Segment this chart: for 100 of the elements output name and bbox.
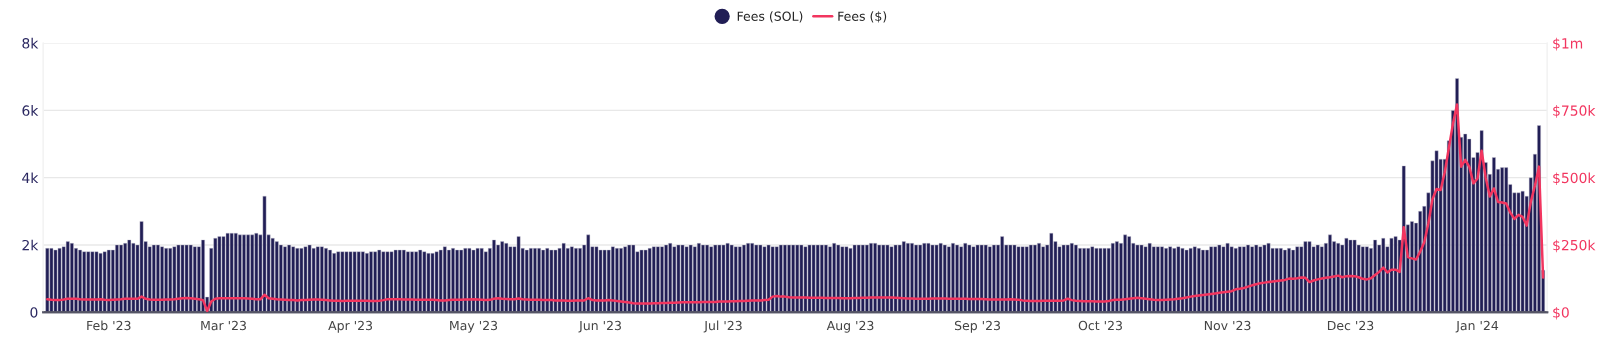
bar [352, 251, 357, 313]
bar [188, 244, 193, 313]
bar [537, 248, 541, 313]
bar [315, 246, 320, 313]
bar [586, 234, 591, 313]
bar [1041, 246, 1045, 313]
bar [483, 251, 488, 313]
bar [459, 249, 464, 313]
bar [123, 243, 128, 313]
bar [500, 241, 505, 313]
bar [750, 243, 755, 313]
bar [701, 244, 705, 313]
bar [1217, 244, 1222, 313]
bar [164, 248, 168, 313]
bar [955, 244, 959, 313]
y-tick-label: 6k [22, 105, 39, 116]
bar [598, 249, 603, 313]
bar [410, 251, 414, 313]
y2-tick-label: $750k [1553, 105, 1596, 118]
bar [336, 251, 341, 313]
bar [1352, 239, 1357, 313]
bar [389, 251, 394, 313]
x-tick-label: Jan '24 [1455, 320, 1499, 333]
bar [1393, 236, 1398, 313]
bar [676, 244, 681, 313]
bar [680, 244, 685, 313]
bar [1303, 241, 1308, 313]
bar [795, 244, 800, 313]
bar [508, 246, 513, 313]
bar [401, 249, 406, 313]
x-tick-label: May '23 [450, 320, 498, 333]
bar [221, 236, 226, 313]
bar [385, 251, 390, 313]
bar [344, 251, 349, 313]
bar [172, 246, 177, 313]
bar [610, 246, 615, 313]
x-tick-label: Dec '23 [1327, 320, 1374, 331]
x-tick-label: Nov '23 [1204, 320, 1251, 331]
x-tick-label: Feb '23 [87, 320, 131, 331]
bar [1164, 248, 1168, 313]
bar [225, 232, 230, 313]
bar [250, 234, 255, 313]
bar [1078, 248, 1082, 313]
bar [479, 248, 484, 313]
bar [246, 234, 250, 313]
bar [254, 232, 259, 313]
y2-tick-label: $1m [1553, 37, 1583, 51]
bar [762, 246, 767, 313]
bar [1205, 249, 1209, 313]
bar [475, 248, 480, 313]
bar [783, 244, 787, 313]
bar [1160, 246, 1164, 313]
bar [664, 244, 668, 313]
x-tick-label: Mar '23 [201, 320, 246, 331]
bar [975, 244, 980, 313]
bar [1336, 243, 1341, 313]
bar [799, 244, 804, 313]
bar [692, 246, 697, 313]
bar [356, 251, 361, 313]
bar [192, 246, 197, 313]
bar [1266, 243, 1271, 313]
bar [365, 253, 369, 313]
bar [1028, 244, 1033, 313]
bar [422, 251, 427, 313]
bar [49, 248, 54, 313]
bar [1139, 244, 1144, 313]
bar [238, 234, 242, 313]
x-tick-label: Jul '23 [703, 320, 742, 333]
bar [1348, 239, 1353, 313]
bar [1278, 248, 1283, 313]
bar [94, 251, 99, 313]
bar [139, 221, 144, 313]
bar [787, 244, 791, 313]
bar [807, 244, 812, 313]
bar [184, 244, 189, 313]
bar [369, 251, 373, 313]
y2-tick-label: $0 [1553, 306, 1569, 320]
bar [1037, 243, 1041, 313]
bar [1000, 236, 1004, 313]
x-tick-label: Sep '23 [954, 320, 1000, 333]
bar [1090, 246, 1095, 313]
bar [877, 244, 882, 313]
bar [1020, 246, 1025, 313]
bar [873, 243, 877, 313]
bar [1233, 248, 1238, 313]
x-tick-label: Apr '23 [328, 320, 373, 333]
bar [438, 249, 443, 313]
bar [746, 243, 750, 313]
bar [106, 249, 111, 313]
bar [926, 243, 931, 313]
bar [451, 248, 455, 313]
bar [684, 246, 689, 313]
bar [979, 244, 984, 313]
bar [1176, 246, 1181, 313]
bar [1381, 238, 1386, 313]
bar [1389, 238, 1394, 313]
bar [865, 244, 869, 313]
bar [942, 244, 947, 313]
bar [287, 244, 291, 313]
bar [1172, 248, 1177, 313]
